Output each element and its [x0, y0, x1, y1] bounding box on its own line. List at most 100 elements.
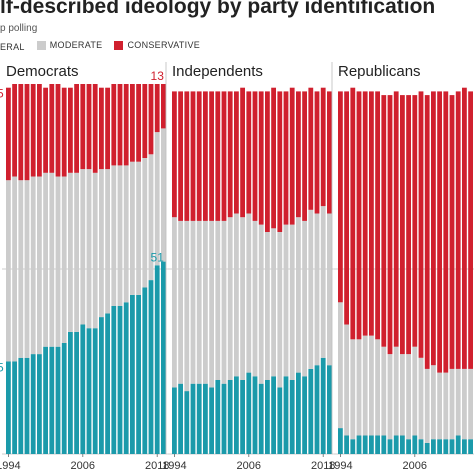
bar-liberal [449, 439, 455, 454]
bar-moderate [12, 176, 17, 362]
bar-liberal [258, 383, 264, 454]
bar-conservative [43, 87, 48, 173]
bar-moderate [154, 132, 160, 266]
bar-moderate [258, 224, 264, 384]
bar-moderate [24, 180, 30, 358]
bar-conservative [30, 84, 36, 177]
bar-conservative [227, 91, 233, 218]
bar-conservative [443, 91, 449, 373]
bar-conservative [240, 87, 245, 218]
bar-liberal [111, 306, 117, 454]
bar-liberal [130, 294, 135, 454]
bar-moderate [289, 224, 295, 380]
bar-moderate [74, 172, 79, 332]
bar-moderate [240, 217, 245, 380]
bar-conservative [68, 87, 73, 173]
bar-liberal [406, 439, 411, 454]
bar-liberal [117, 306, 123, 454]
bar-liberal [86, 328, 92, 454]
bar-conservative [356, 91, 362, 340]
bar-conservative [24, 84, 30, 181]
bar-conservative [393, 91, 399, 347]
bar-moderate [86, 169, 92, 329]
bar-conservative [161, 84, 166, 129]
bar-liberal [356, 435, 362, 454]
bar-moderate [369, 335, 374, 436]
legend: ERAL MODERATE CONSERVATIVE [0, 40, 212, 52]
legend-item: ERAL [0, 42, 25, 52]
bar-liberal [61, 343, 67, 454]
bar-conservative [80, 84, 86, 170]
bar-moderate [55, 176, 61, 347]
bar-moderate [362, 335, 368, 436]
bar-conservative [234, 91, 239, 214]
bar-liberal [338, 428, 343, 454]
bar-moderate [49, 172, 55, 347]
bar-liberal [369, 435, 374, 454]
bar-moderate [350, 339, 356, 440]
bar-moderate [308, 209, 314, 369]
bar-conservative [49, 84, 55, 173]
bar-liberal [221, 383, 227, 454]
bar-conservative [130, 84, 135, 162]
bar-moderate [99, 169, 104, 318]
bar-conservative [258, 91, 264, 225]
bar-moderate [136, 161, 141, 295]
bar-moderate [209, 220, 214, 388]
legend-label: CONSERVATIVE [127, 40, 201, 50]
bar-liberal [400, 435, 405, 454]
legend-swatch [36, 40, 46, 50]
bar-conservative [362, 91, 368, 336]
bar-conservative [308, 87, 314, 210]
bar-conservative [123, 84, 129, 166]
bar-conservative [369, 91, 374, 336]
x-tick-label: 1994 [0, 460, 21, 472]
bar-moderate [387, 354, 393, 440]
legend-item: CONSERVATIVE [114, 40, 200, 50]
chart-subtitle: p polling [0, 23, 38, 34]
bar-moderate [356, 339, 362, 436]
bar-conservative [344, 91, 349, 325]
bar-liberal [350, 439, 356, 454]
bar-conservative [86, 84, 92, 170]
bar-liberal [455, 435, 461, 454]
bar-liberal [296, 372, 301, 454]
bar-liberal [142, 287, 148, 454]
bar-conservative [431, 91, 436, 366]
bar-moderate [393, 346, 399, 436]
bar-moderate [18, 180, 24, 358]
bar-conservative [302, 91, 307, 221]
bar-moderate [234, 213, 239, 377]
bar-moderate [190, 220, 196, 384]
bar-moderate [43, 172, 48, 347]
bar-moderate [468, 368, 473, 440]
x-tick-label: 2018 [145, 460, 169, 472]
bar-moderate [418, 357, 424, 440]
bar-conservative [327, 91, 332, 214]
bar-liberal [209, 387, 214, 454]
bar-conservative [61, 87, 67, 177]
bar-conservative [296, 91, 301, 218]
bar-liberal [277, 387, 283, 454]
bar-liberal [190, 383, 196, 454]
data-label: 51 [151, 250, 165, 264]
chart-title: lf-described ideology by party identific… [0, 0, 436, 18]
panel-republicans: Republicans199420062018 [328, 62, 474, 472]
bar-liberal [462, 439, 467, 454]
bar-moderate [130, 161, 135, 295]
bar-liberal [362, 435, 368, 454]
bar-liberal [308, 368, 314, 454]
bar-moderate [283, 224, 289, 377]
bar-conservative [265, 91, 270, 233]
bar-conservative [320, 87, 326, 207]
bar-liberal [252, 376, 258, 454]
bar-conservative [6, 87, 11, 181]
bar-moderate [314, 213, 320, 366]
x-tick-label: 2006 [71, 460, 95, 472]
bar-moderate [221, 220, 227, 384]
bar-moderate [381, 346, 387, 436]
bar-liberal [68, 331, 73, 454]
bar-moderate [227, 217, 233, 380]
bar-liberal [99, 317, 104, 454]
bar-moderate [61, 176, 67, 343]
